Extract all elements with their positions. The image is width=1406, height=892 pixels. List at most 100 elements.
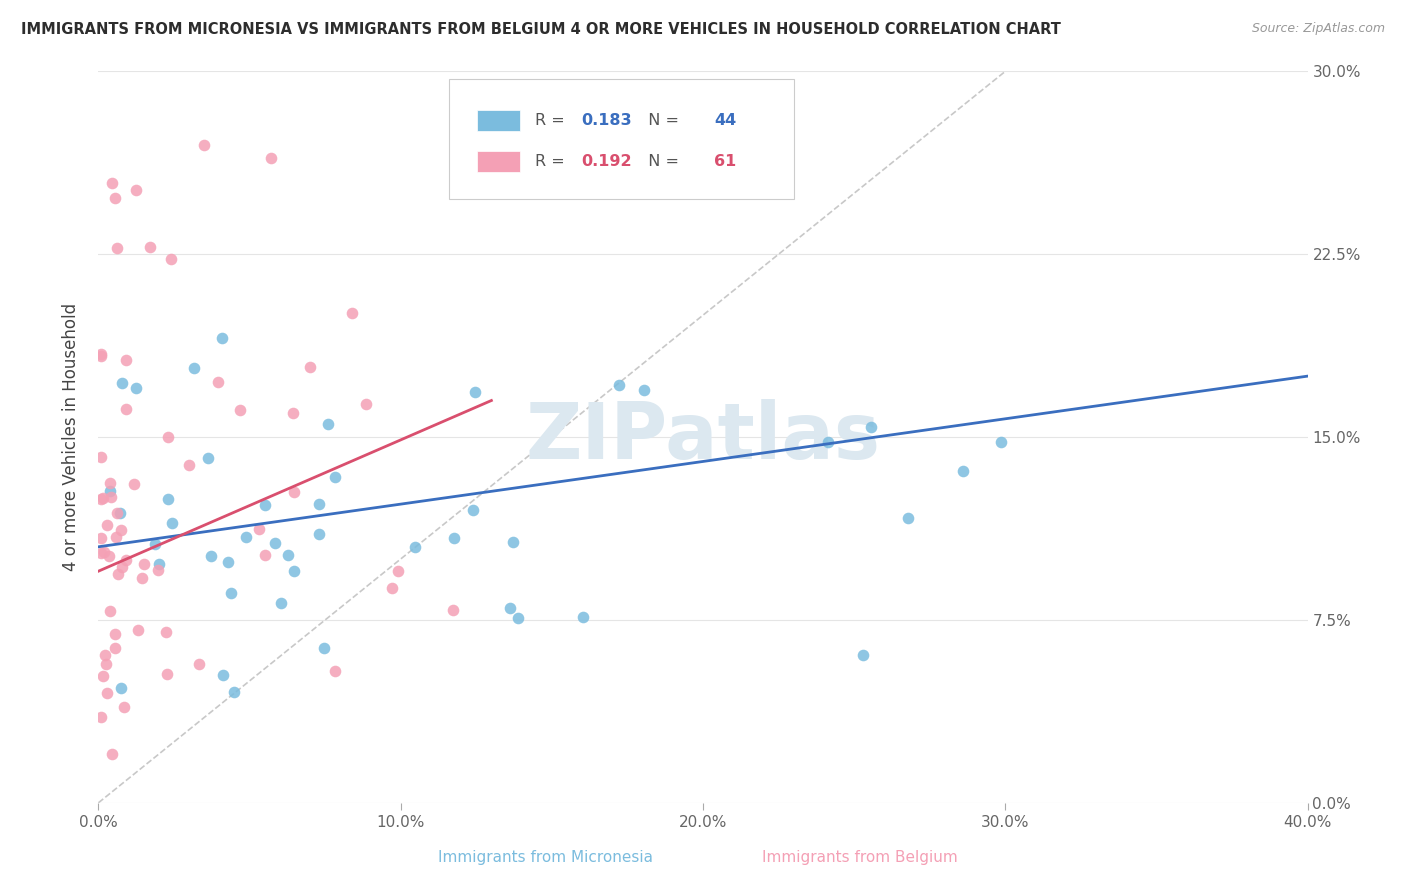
Point	[90, 531, 112, 545]
Point	[134, 558, 156, 572]
Point	[98, 604, 121, 618]
Text: R =: R =	[534, 153, 569, 169]
Point	[264, 536, 287, 550]
Point	[325, 665, 347, 679]
Point	[104, 640, 127, 655]
Point	[100, 176, 122, 190]
Point	[100, 747, 122, 761]
Text: Source: ZipAtlas.com: Source: ZipAtlas.com	[1251, 22, 1385, 36]
Point	[90, 546, 112, 560]
Text: N =: N =	[638, 113, 683, 128]
Y-axis label: 4 or more Vehicles in Household: 4 or more Vehicles in Household	[62, 303, 80, 571]
Point	[207, 376, 229, 390]
Point	[387, 564, 409, 578]
Point	[107, 566, 129, 581]
Point	[952, 465, 974, 479]
Point	[200, 549, 222, 564]
Point	[125, 381, 148, 395]
Point	[91, 491, 114, 506]
Point	[461, 503, 484, 517]
Point	[354, 397, 377, 411]
Point	[111, 560, 134, 574]
Point	[323, 469, 346, 483]
Point	[115, 401, 138, 416]
Point	[499, 600, 522, 615]
Point	[94, 657, 117, 672]
Point	[607, 378, 630, 392]
Point	[111, 376, 134, 390]
Point	[93, 545, 115, 559]
Point	[90, 346, 112, 360]
Point	[105, 530, 128, 544]
Point	[131, 571, 153, 585]
Point	[217, 555, 239, 569]
Point	[160, 252, 183, 267]
Point	[90, 710, 112, 724]
Point	[156, 666, 179, 681]
Point	[508, 611, 530, 625]
Point	[197, 451, 219, 466]
Point	[253, 498, 276, 512]
Point	[110, 523, 132, 537]
Point	[105, 507, 128, 521]
Point	[125, 183, 148, 197]
Point	[381, 581, 404, 595]
Point	[283, 565, 305, 579]
Point	[127, 623, 149, 637]
Point	[100, 490, 122, 504]
Point	[404, 541, 426, 555]
Point	[183, 360, 205, 375]
Point	[97, 549, 120, 563]
Text: Immigrants from Micronesia: Immigrants from Micronesia	[439, 850, 654, 865]
Point	[94, 648, 117, 662]
Point	[247, 522, 270, 536]
Point	[90, 492, 112, 507]
Point	[188, 657, 211, 671]
Point	[110, 681, 132, 695]
Point	[155, 625, 177, 640]
Point	[157, 430, 180, 444]
Point	[221, 586, 243, 600]
Point	[270, 596, 292, 610]
Point	[211, 331, 233, 345]
Point	[90, 350, 112, 364]
Point	[162, 516, 184, 530]
Point	[633, 383, 655, 397]
Point	[229, 403, 252, 417]
Point	[298, 360, 321, 375]
Point	[177, 458, 200, 472]
Point	[283, 484, 305, 499]
FancyBboxPatch shape	[449, 78, 793, 200]
Text: 44: 44	[714, 113, 737, 128]
Point	[98, 476, 121, 491]
Point	[148, 557, 170, 571]
Point	[443, 603, 465, 617]
Point	[193, 137, 215, 152]
Text: Immigrants from Belgium: Immigrants from Belgium	[762, 850, 957, 865]
Point	[98, 484, 121, 499]
Point	[464, 384, 486, 399]
Point	[253, 548, 276, 562]
Point	[281, 406, 304, 420]
Point	[104, 627, 127, 641]
Point	[572, 610, 595, 624]
Point	[114, 353, 136, 368]
Point	[139, 240, 162, 254]
Point	[122, 477, 145, 491]
Point	[308, 527, 330, 541]
Point	[502, 535, 524, 549]
Point	[108, 507, 131, 521]
Point	[340, 306, 363, 320]
Point	[852, 648, 875, 663]
Point	[96, 518, 118, 533]
Point	[90, 450, 112, 464]
Bar	[477, 151, 520, 171]
Point	[859, 420, 882, 434]
Point	[260, 151, 283, 165]
Point	[156, 492, 179, 507]
Point	[897, 511, 920, 525]
Text: ZIPatlas: ZIPatlas	[526, 399, 880, 475]
Point	[112, 700, 135, 714]
Point	[96, 686, 118, 700]
Point	[443, 532, 465, 546]
